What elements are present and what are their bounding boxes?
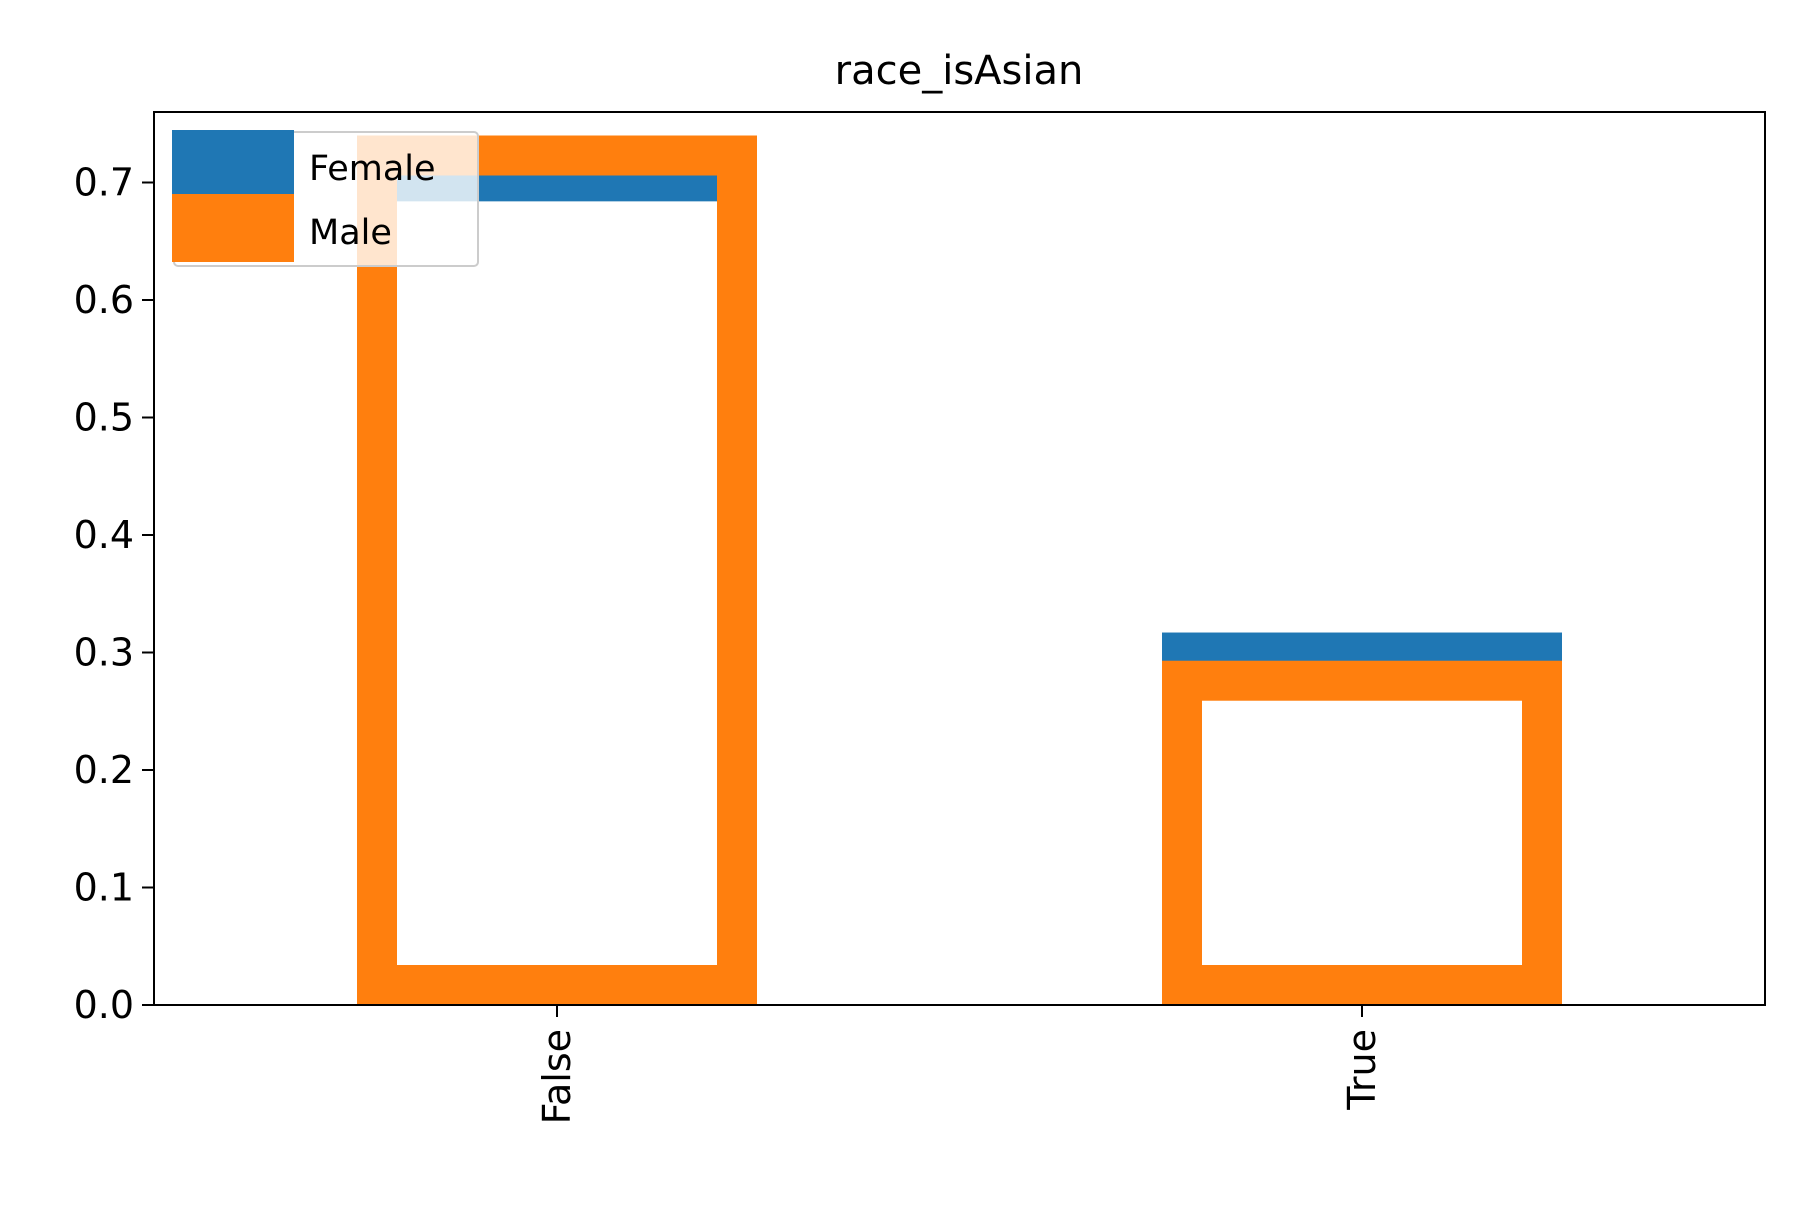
y-axis: 0.0 0.1 0.2 0.3 0.4 0.5 0.6 0.7 <box>74 161 154 1027</box>
bar-male-true <box>1162 660 1562 1005</box>
legend-swatch-female <box>172 130 294 198</box>
bar-male-false <box>357 135 757 1005</box>
x-axis: False True <box>535 1005 1384 1124</box>
y-tick-label: 0.2 <box>74 748 134 792</box>
legend-label-male: Male <box>309 213 392 253</box>
y-tick-label: 0.4 <box>74 513 134 557</box>
chart-title: race_isAsian <box>835 48 1084 94</box>
legend-swatch-male <box>172 194 294 262</box>
y-tick-label: 0.3 <box>74 631 134 675</box>
plot-area-frame <box>153 111 1766 1006</box>
bars-layer <box>357 135 1562 1006</box>
x-tick-label-false: False <box>535 1029 579 1124</box>
x-tick-label-true: True <box>1340 1029 1384 1111</box>
y-tick-label: 0.7 <box>74 161 134 205</box>
y-tick-label: 0.1 <box>74 866 134 910</box>
y-tick-label: 0.5 <box>74 396 134 440</box>
legend: Female Male <box>172 130 479 267</box>
y-tick-label: 0.0 <box>74 983 134 1027</box>
y-tick-label: 0.6 <box>74 278 134 322</box>
legend-label-female: Female <box>309 149 436 189</box>
